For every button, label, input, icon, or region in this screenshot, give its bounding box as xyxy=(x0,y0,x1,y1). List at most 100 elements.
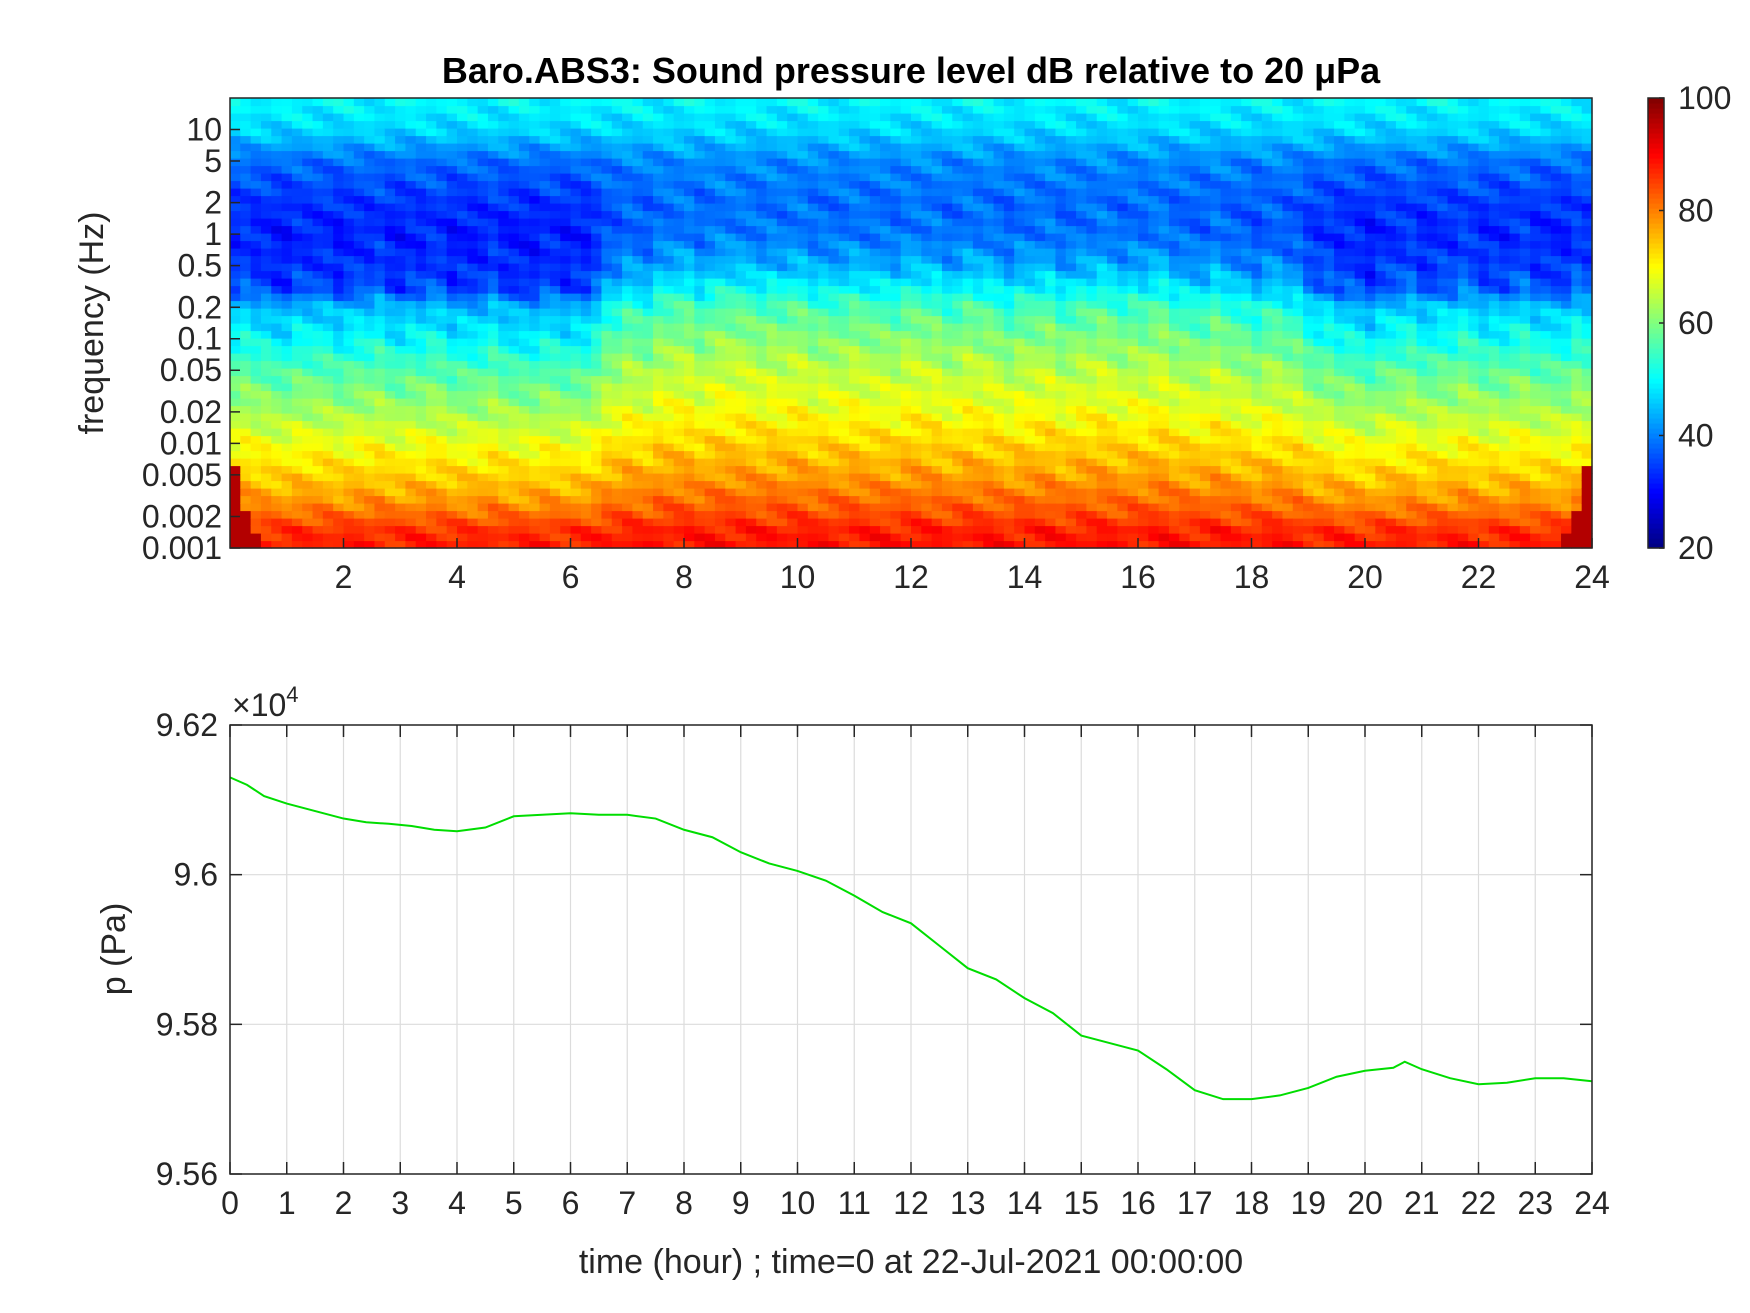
spectrogram-cell xyxy=(384,128,396,137)
spectrogram-cell xyxy=(838,443,850,452)
spectrogram-cell xyxy=(725,285,737,294)
spectrogram-cell xyxy=(457,218,468,227)
spectrogram-cell xyxy=(993,308,1005,317)
spectrogram-cell xyxy=(756,368,768,377)
spectrogram-cell xyxy=(756,120,768,129)
spectrogram-cell xyxy=(787,323,799,332)
spectrogram-cell xyxy=(818,353,830,362)
spectrogram-cell xyxy=(756,495,768,504)
spectrogram-cell xyxy=(931,503,943,512)
spectrogram-cell xyxy=(560,435,572,444)
spectrogram-cell xyxy=(1024,338,1036,347)
spectrogram-cell xyxy=(1034,375,1046,384)
spectrogram-cell xyxy=(818,390,830,399)
spectrogram-cell xyxy=(694,338,706,347)
spectrogram-cell xyxy=(560,113,572,122)
spectrogram-cell xyxy=(395,195,407,204)
spectrogram-cell xyxy=(756,143,768,152)
spectrogram-cell xyxy=(890,330,902,339)
spectrogram-cell xyxy=(415,353,427,362)
spectrogram-cell xyxy=(694,225,706,234)
spectrogram-cell xyxy=(333,293,345,302)
spectrogram-cell xyxy=(838,120,850,129)
spectrogram-cell xyxy=(529,233,541,242)
spectrogram-cell xyxy=(374,443,386,452)
spectrogram-cell xyxy=(931,113,943,122)
spectrogram-cell xyxy=(828,195,840,204)
spectrogram-cell xyxy=(859,323,871,332)
spectrogram-cell xyxy=(869,128,881,137)
spectrogram-cell xyxy=(230,158,241,167)
spectrogram-cell xyxy=(580,375,592,384)
spectrogram-cell xyxy=(766,450,778,459)
spectrogram-cell xyxy=(529,135,541,144)
spectrogram-cell xyxy=(869,398,881,407)
spectrogram-cell xyxy=(714,495,726,504)
spectrogram-cell xyxy=(240,128,252,137)
spectrogram-cell xyxy=(952,105,964,114)
spectrogram-cell xyxy=(704,293,716,302)
spectrogram-cell xyxy=(467,233,479,242)
spectrogram-cell xyxy=(230,218,241,227)
spectrogram-cell xyxy=(859,533,871,542)
spectrogram-cell xyxy=(941,143,953,152)
spectrogram-cell xyxy=(1055,338,1067,347)
spectrogram-cell xyxy=(374,360,386,369)
spectrogram-cell xyxy=(653,458,664,467)
spectrogram-cell xyxy=(487,488,499,497)
spectrogram-cell xyxy=(818,383,830,392)
spectrogram-cell xyxy=(921,420,933,429)
spectrogram-cell xyxy=(591,368,603,377)
spectrogram-cell xyxy=(869,488,881,497)
spectrogram-cell xyxy=(983,180,995,189)
spectrogram-cell xyxy=(962,225,974,234)
spectrogram-cell xyxy=(807,443,819,452)
spectrogram-cell xyxy=(1076,413,1088,422)
spectrogram-cell xyxy=(312,488,324,497)
spectrogram-cell xyxy=(766,285,778,294)
spectrogram-cell xyxy=(1024,413,1036,422)
spectrogram-cell xyxy=(570,150,582,159)
spectrogram-cell xyxy=(890,105,902,114)
spectrogram-cell xyxy=(395,525,407,534)
spectrogram-cell xyxy=(931,345,943,354)
spectrogram-cell xyxy=(787,218,799,227)
spectrogram-cell xyxy=(983,173,995,182)
spectrogram-cell xyxy=(1024,188,1036,197)
spectrogram-cell xyxy=(426,225,437,234)
spectrogram-cell xyxy=(653,398,664,407)
spectrogram-cell xyxy=(457,443,468,452)
spectrogram-cell xyxy=(714,143,726,152)
spectrogram-cell xyxy=(405,225,417,234)
spectrogram-cell xyxy=(684,285,695,294)
spectrogram-cell xyxy=(756,443,768,452)
spectrogram-cell xyxy=(302,353,314,362)
spectrogram-cell xyxy=(880,368,891,377)
spectrogram-cell xyxy=(291,300,303,309)
spectrogram-cell xyxy=(880,233,891,242)
spectrogram-cell xyxy=(1003,360,1015,369)
spectrogram-cell xyxy=(539,383,551,392)
spectrogram-cell xyxy=(230,143,241,152)
spectrogram-cell xyxy=(1014,375,1026,384)
spectrogram-cell xyxy=(1003,443,1015,452)
spectrogram-cell xyxy=(250,360,262,369)
spectrogram-cell xyxy=(343,150,355,159)
spectrogram-cell xyxy=(312,518,324,527)
spectrogram-cell xyxy=(642,195,654,204)
spectrogram-cell xyxy=(890,405,902,414)
spectrogram-cell xyxy=(529,330,541,339)
spectrogram-cell xyxy=(426,488,437,497)
spectrogram-cell xyxy=(849,533,861,542)
spectrogram-cell xyxy=(921,113,933,122)
spectrogram-cell xyxy=(601,383,613,392)
spectrogram-cell xyxy=(694,383,706,392)
spectrogram-cell xyxy=(838,203,850,212)
spectrogram-cell xyxy=(642,113,654,122)
spectrogram-cell xyxy=(787,345,799,354)
spectrogram-cell xyxy=(787,173,799,182)
spectrogram-cell xyxy=(1065,518,1077,527)
spectrogram-cell xyxy=(529,525,541,534)
spectrogram-cell xyxy=(302,248,314,257)
spectrogram-cell xyxy=(962,300,974,309)
